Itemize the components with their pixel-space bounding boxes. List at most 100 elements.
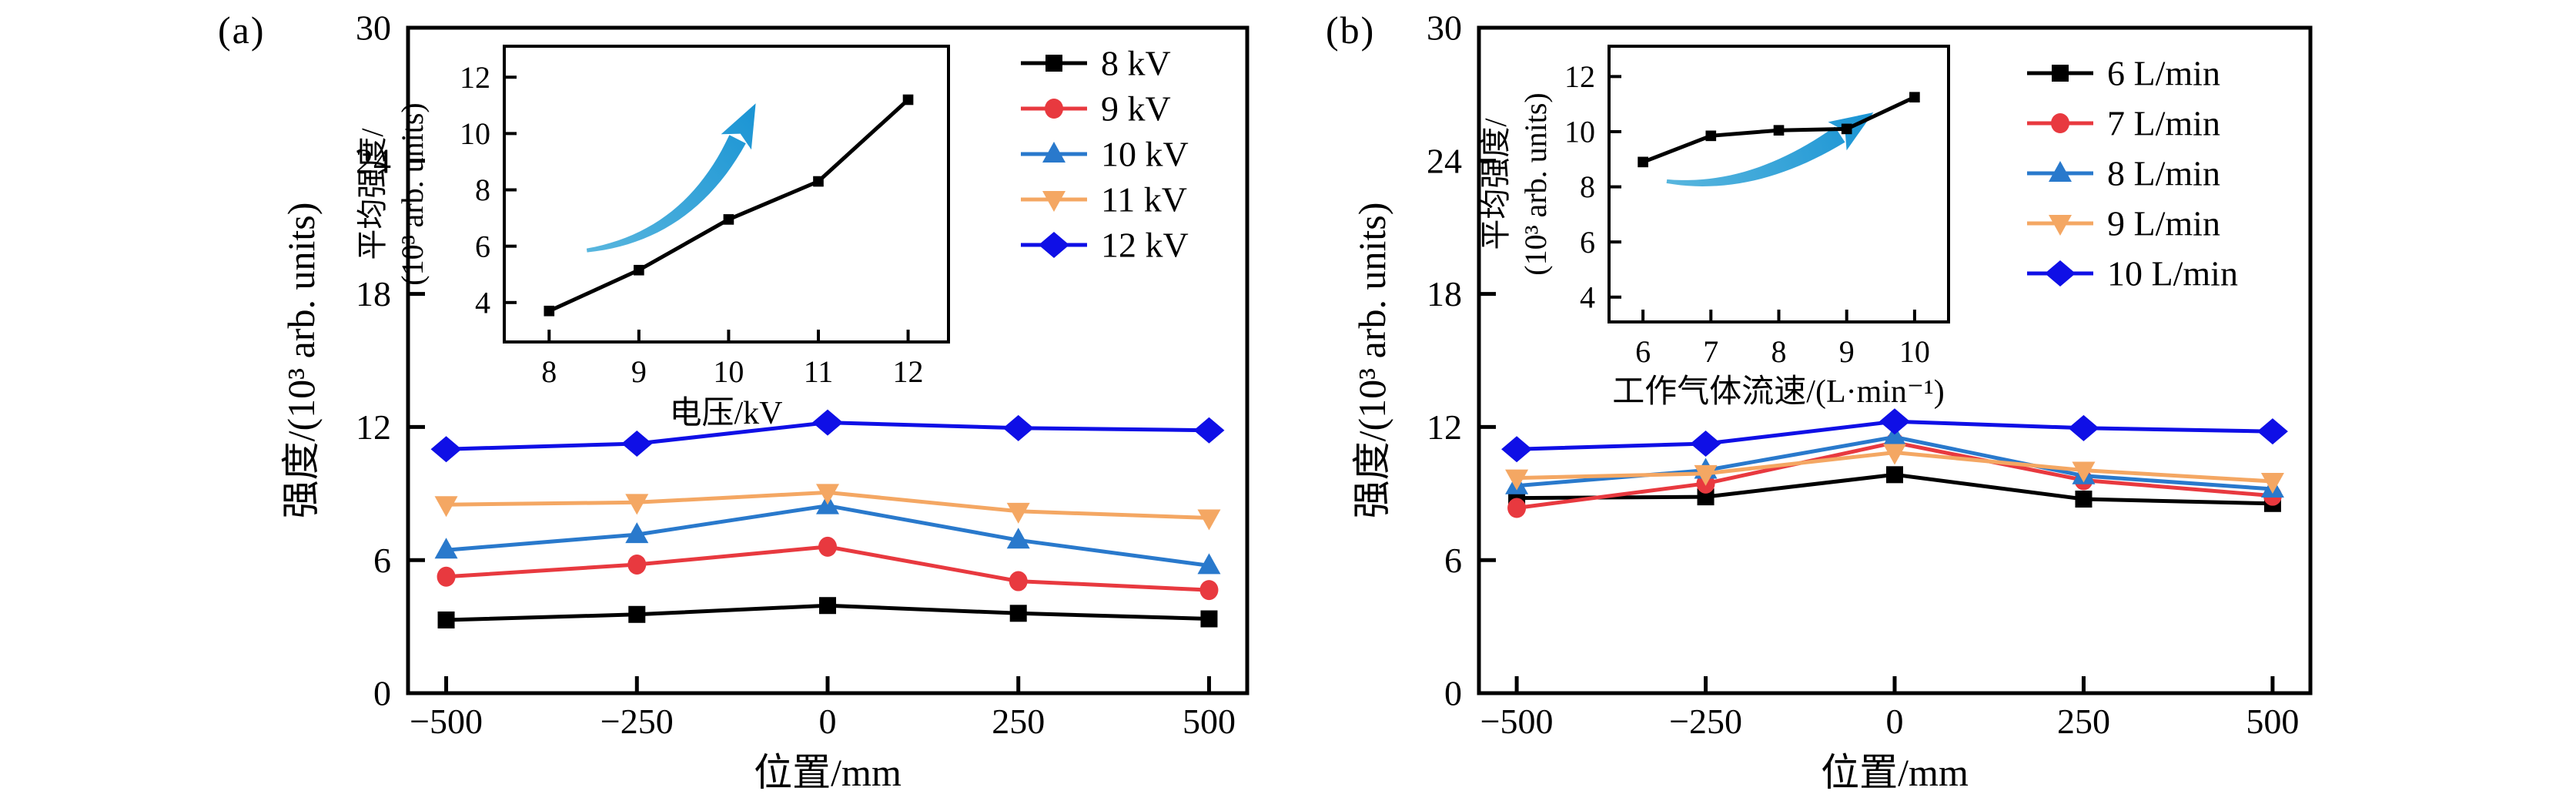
x-tick-label: 9 <box>1839 334 1855 369</box>
x-tick-label: −250 <box>1669 702 1742 741</box>
x-axis-title: 位置/mm <box>754 751 902 794</box>
legend: 6 L/min 7 L/min 8 L/min 9 L/min 10 L/min <box>2027 54 2238 293</box>
x-tick-label: 0 <box>819 702 837 741</box>
up-trend-arrow-head-icon <box>721 103 756 150</box>
y-tick-label: 6 <box>373 541 391 580</box>
series-6-L-min <box>1508 466 2281 512</box>
data-point-diamond-icon <box>1501 436 1533 463</box>
legend-label: 11 kV <box>1101 180 1187 220</box>
data-point-square-icon <box>634 264 644 276</box>
y-tick-label: 12 <box>1564 59 1595 94</box>
data-point-square-icon <box>544 305 555 317</box>
data-point-circle-icon <box>1199 580 1219 601</box>
x-tick-label: −250 <box>601 702 674 741</box>
data-point-circle-icon <box>818 536 837 557</box>
data-point-circle-icon <box>1009 571 1028 591</box>
y-tick-label: 4 <box>1580 280 1595 314</box>
legend-item-9-L-min: 9 L/min <box>2027 204 2220 243</box>
panel-b-inset-chart: 6 7 8 9 10 4 6 8 10 12 工作气体流速/(L·min⁻¹) 平均强度/(10³ a… <box>1478 45 1950 410</box>
x-tick-label: 11 <box>804 354 834 389</box>
up-trend-arrow-icon <box>586 135 746 253</box>
legend-item-8-L-min: 8 L/min <box>2027 154 2220 193</box>
data-point-square-icon <box>723 214 734 225</box>
x-axis-title: 电压/kV <box>669 396 782 431</box>
legend-item-11-kV: 11 kV <box>1021 180 1187 220</box>
y-tick-label: 24 <box>356 141 391 180</box>
legend-square-icon <box>2052 65 2069 82</box>
y-axis-title-line1: 平均强度/ <box>1478 118 1513 250</box>
x-tick-label: 8 <box>541 354 557 389</box>
x-tick-label: 500 <box>1183 702 1236 741</box>
legend-item-12-kV: 12 kV <box>1021 226 1189 265</box>
legend-label: 7 L/min <box>2107 104 2220 143</box>
data-point-diamond-icon <box>1879 408 1910 435</box>
data-point-square-icon <box>1773 125 1785 136</box>
data-point-triangle-up-icon <box>434 538 458 559</box>
data-point-square-icon <box>437 611 455 628</box>
plot-frame <box>503 45 950 344</box>
legend-label: 12 kV <box>1101 226 1189 265</box>
data-point-triangle-down-icon <box>2072 461 2096 483</box>
data-point-square-icon <box>1841 123 1852 135</box>
data-point-triangle-down-icon <box>1694 464 1718 486</box>
legend-circle-icon <box>1045 99 1063 119</box>
legend-label: 6 L/min <box>2107 54 2220 93</box>
series-- <box>544 94 914 317</box>
up-trend-arrow-icon <box>1666 126 1845 186</box>
legend-circle-icon <box>2051 113 2069 133</box>
data-point-diamond-icon <box>1193 417 1225 444</box>
panel-a-main-chart: −500 −250 0 250 500 0 6 12 18 24 30 位置/mm 强度/(10³ ar… <box>279 8 1250 794</box>
y-tick-label: 30 <box>1427 8 1462 48</box>
y-tick-label: 12 <box>356 407 391 447</box>
data-point-square-icon <box>1200 610 1218 628</box>
y-tick-label: 12 <box>460 60 490 95</box>
x-tick-label: 0 <box>1886 702 1904 741</box>
x-tick-label: 500 <box>2246 702 2299 741</box>
data-point-triangle-up-icon <box>1883 424 1906 446</box>
panel-label-b: (b) <box>1326 8 1376 52</box>
data-point-triangle-down-icon <box>1505 469 1529 491</box>
data-point-circle-icon <box>437 566 456 587</box>
y-axis-title: 强度/(10³ arb. units) <box>279 203 323 519</box>
panel-b-main-chart: −500 −250 0 250 500 0 6 12 18 24 30 位置/mm 强度/(10³ ar… <box>1350 8 2313 794</box>
legend-item-10-kV: 10 kV <box>1021 135 1189 174</box>
y-axis-title: 强度/(10³ arb. units) <box>1350 203 1393 519</box>
data-point-square-icon <box>819 597 836 615</box>
data-point-square-icon <box>1909 92 1920 103</box>
y-tick-label: 10 <box>1564 115 1595 149</box>
data-point-square-icon <box>1886 466 1903 484</box>
data-point-diamond-icon <box>1002 414 1034 441</box>
panel-a-inset-chart: 8 9 10 11 12 4 6 8 10 12 电压/kV 平均强度/(10³ arb. units… <box>355 45 950 431</box>
x-tick-label: 9 <box>631 354 647 389</box>
data-point-triangle-down-icon <box>1006 502 1030 524</box>
legend-label: 10 kV <box>1101 135 1189 174</box>
plot-frame <box>1607 45 1950 323</box>
legend-item-7-L-min: 7 L/min <box>2027 104 2220 143</box>
y-axis-title-line1: 平均强度/ <box>355 128 390 260</box>
legend-label: 8 L/min <box>2107 154 2220 193</box>
y-tick-label: 8 <box>1580 169 1595 204</box>
legend-square-icon <box>1045 55 1062 72</box>
x-tick-label: 7 <box>1703 334 1718 369</box>
data-point-square-icon <box>1638 156 1648 168</box>
x-tick-label: −500 <box>1480 702 1554 741</box>
legend-item-8-kV: 8 kV <box>1021 44 1171 83</box>
y-tick-label: 18 <box>1427 274 1462 313</box>
y-tick-label: 10 <box>460 116 490 151</box>
data-point-triangle-down-icon <box>1883 444 1906 465</box>
y-tick-label: 18 <box>356 274 391 313</box>
y-tick-label: 0 <box>1444 674 1462 713</box>
data-point-circle-icon <box>627 554 647 575</box>
y-tick-label: 4 <box>475 285 490 320</box>
series-8-kV <box>437 597 1218 628</box>
x-tick-label: 12 <box>893 354 924 389</box>
y-tick-label: 6 <box>1580 225 1595 260</box>
data-point-square-icon <box>2075 491 2093 508</box>
series-10-L-min <box>1501 408 2288 463</box>
series-12-kV <box>430 409 1225 463</box>
y-tick-label: 8 <box>475 173 490 207</box>
legend-label: 10 L/min <box>2107 254 2238 293</box>
data-point-triangle-down-icon <box>434 496 458 518</box>
